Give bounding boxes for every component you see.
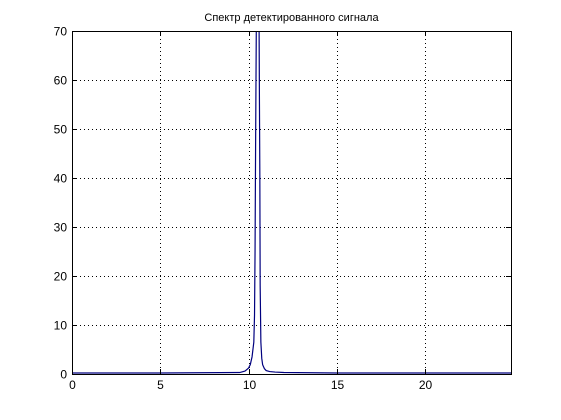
y-tick-label: 60 <box>54 74 68 88</box>
ticks: 0 5 10 15 20 0 10 20 30 40 50 60 70 <box>54 25 511 392</box>
series-line-1 <box>72 31 511 374</box>
y-tick-label: 0 <box>60 368 67 382</box>
y-tick-label: 40 <box>54 172 68 186</box>
x-tick-label: 5 <box>157 378 164 392</box>
y-tick-label: 50 <box>54 123 68 137</box>
axes-frame <box>72 31 512 375</box>
x-tick-label: 10 <box>243 378 257 392</box>
x-tick-label: 0 <box>69 378 76 392</box>
plot-area <box>72 31 511 374</box>
y-tick-label: 20 <box>54 270 68 284</box>
y-tick-label: 30 <box>54 221 68 235</box>
y-tick-label: 70 <box>54 25 68 39</box>
chart-title: Спектр детектированного сигнала <box>204 12 379 24</box>
x-tick-label: 15 <box>331 378 345 392</box>
series-layer <box>72 31 511 374</box>
x-tick-label: 20 <box>419 378 433 392</box>
y-tick-label: 10 <box>54 319 68 333</box>
